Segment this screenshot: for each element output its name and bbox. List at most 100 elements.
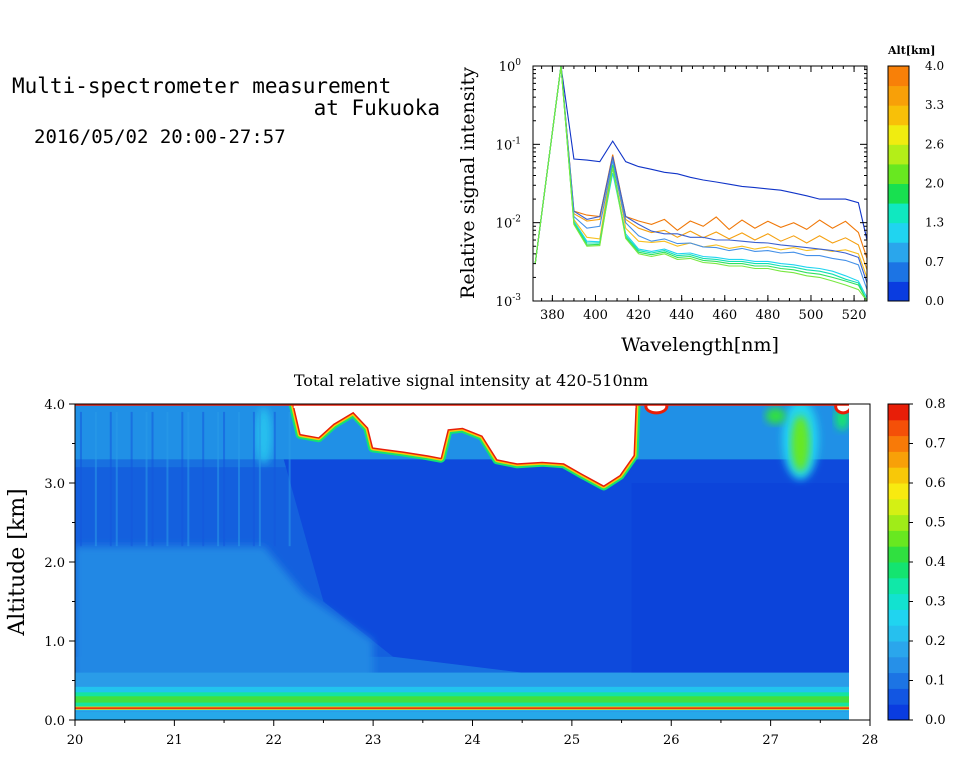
heatmap-streak (237, 411, 240, 547)
intensity-colorbar-swatch (888, 514, 909, 531)
heatmap-x-tick-label: 24 (464, 733, 481, 748)
altitude-colorbar-swatch (888, 242, 909, 263)
spectrum-x-tick-label: 400 (583, 308, 608, 323)
heatmap-x-tick-label: 28 (862, 733, 879, 748)
heatmap-aerosol-patch (255, 407, 272, 464)
tick-base: 10 (496, 295, 513, 310)
heatmap-lower-layer-west (75, 546, 374, 681)
spectrum-series-line-7 (534, 66, 867, 301)
intensity-colorbar-swatch (888, 641, 909, 658)
spectrum-x-tick-label: 420 (626, 308, 651, 323)
heatmap-streak (115, 411, 118, 547)
heatmap-streak (79, 411, 82, 547)
tick-exponent: -2 (512, 215, 521, 225)
spectrum-plot-frame (532, 65, 868, 302)
tick-exponent: -3 (512, 293, 521, 303)
heatmap-streak (109, 411, 112, 547)
spectrum-x-tick-label: 380 (540, 308, 565, 323)
spectrum-series-line-6 (534, 66, 867, 299)
tick-base: 10 (499, 60, 516, 75)
altitude-colorbar-swatch (888, 203, 909, 224)
spectrum-series-line-8 (534, 66, 867, 301)
tick-base: 10 (496, 217, 513, 232)
spectrum-y-tick-label: 10-1 (496, 136, 521, 153)
altitude-colorbar-swatch (888, 261, 909, 282)
spectrum-x-axis-label: Wavelength[nm] (621, 334, 779, 356)
altitude-colorbar-swatch (888, 144, 909, 165)
altitude-colorbar-swatch (888, 281, 909, 302)
spectrum-chart: 380 400 420 440 460 480 500 52010010-110-210-3 … (457, 44, 944, 356)
intensity-colorbar-swatch (888, 656, 909, 674)
heatmap-streak (273, 411, 276, 547)
altitude-colorbar: 0.0 0.7 1.3 2.0 2.6 3.3 4.0 (887, 59, 944, 308)
altitude-colorbar-tick-label: 4.0 (925, 59, 944, 73)
altitude-colorbar-tick-label: 0.0 (925, 294, 944, 308)
altitude-colorbar-swatch (888, 66, 909, 87)
heatmap-streak (202, 411, 205, 547)
intensity-colorbar-tick-label: 0.6 (925, 476, 946, 491)
cloud-region (293, 404, 636, 486)
tick-base: 10 (496, 138, 513, 153)
heatmap-streak (288, 411, 291, 547)
spectrum-series-line-3 (534, 66, 867, 278)
intensity-colorbar-swatch (888, 688, 909, 705)
intensity-colorbar-tick-label: 0.3 (925, 595, 946, 610)
intensity-colorbar-swatch (888, 498, 909, 516)
intensity-colorbar-swatch (888, 609, 909, 626)
intensity-colorbar-tick-label: 0.4 (925, 555, 946, 570)
intensity-colorbar-swatch (888, 467, 909, 484)
figure-title-line-1: Multi-spectrometer measurement (12, 74, 392, 98)
altitude-colorbar-tick-label: 2.6 (925, 137, 944, 151)
heatmap-y-tick-label: 2.0 (44, 556, 65, 571)
intensity-colorbar: 0.0 0.1 0.2 0.3 0.4 0.5 0.6 0.7 0.8 (887, 397, 946, 728)
heatmap-x-tick-label: 20 (67, 733, 84, 748)
heatmap-y-tick-label: 1.0 (44, 635, 65, 650)
heatmap-x-tick-label: 22 (265, 733, 282, 748)
altitude-colorbar-tick-label: 0.7 (925, 255, 944, 269)
heatmap-streak (217, 411, 220, 547)
figure-title-line-2: at Fukuoka (313, 96, 440, 120)
heatmap-x-tick-label: 21 (166, 733, 183, 748)
spectrum-x-tick-label: 520 (842, 308, 867, 323)
intensity-colorbar-swatch (888, 483, 909, 500)
heatmap-x-tick-label: 23 (365, 733, 382, 748)
heatmap-streak (130, 411, 133, 547)
intensity-colorbar-swatch (888, 546, 909, 563)
altitude-colorbar-tick-label: 1.3 (925, 216, 944, 230)
heatmap-surface-layer-red (75, 707, 849, 709)
heatmap-streak (94, 411, 97, 547)
heatmap-bottom-band (75, 712, 849, 720)
heatmap-streak (252, 411, 255, 547)
heatmap-streak (258, 411, 261, 547)
heatmap-streak (145, 411, 148, 547)
intensity-colorbar-tick-label: 0.0 (925, 713, 946, 728)
altitude-colorbar-tick-label: 3.3 (925, 98, 944, 112)
altitude-colorbar-swatch (888, 183, 909, 204)
heatmap-streak (181, 411, 184, 547)
altitude-colorbar-tick-label: 2.0 (925, 177, 944, 191)
intensity-colorbar-tick-label: 0.1 (925, 674, 946, 689)
spectrum-series-line-9 (534, 66, 867, 301)
spectrum-x-tick-label: 440 (669, 308, 694, 323)
intensity-colorbar-swatch (888, 419, 909, 437)
spectrum-x-tick-label: 480 (755, 308, 780, 323)
spectrum-series-line-5 (534, 66, 867, 290)
spectrum-series-line-0 (534, 66, 867, 264)
intensity-colorbar-swatch (888, 404, 909, 421)
altitude-colorbar-swatch (888, 85, 909, 106)
intensity-colorbar-swatch (888, 672, 909, 689)
intensity-colorbar-swatch (888, 593, 909, 610)
heatmap-y-axis-label: Altitude [km] (5, 488, 30, 636)
heatmap-streak (187, 411, 190, 547)
heatmap-x-tick-label: 26 (663, 733, 680, 748)
intensity-colorbar-swatch (888, 577, 909, 595)
spectrum-y-axis-label: Relative signal intensity (457, 67, 479, 299)
intensity-colorbar-swatch (888, 435, 909, 452)
heatmap-title: Total relative signal intensity at 420-5… (294, 371, 648, 390)
altitude-colorbar-label: Alt[km] (887, 44, 935, 57)
intensity-colorbar-tick-label: 0.5 (925, 516, 946, 531)
intensity-colorbar-swatch (888, 530, 909, 547)
altitude-colorbar-swatch (888, 105, 909, 126)
heatmap-streak (166, 411, 169, 547)
